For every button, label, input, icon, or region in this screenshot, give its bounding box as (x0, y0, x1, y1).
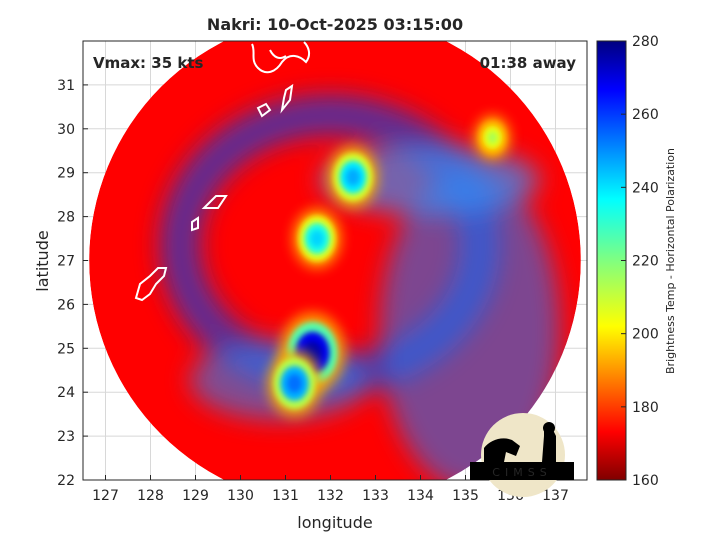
x-tick-label: 137 (542, 488, 569, 504)
colorbar-tick-label: 280 (632, 34, 659, 50)
y-tick-label: 31 (57, 78, 75, 94)
colorbar-tick-label: 160 (632, 473, 659, 489)
x-tick-label: 135 (452, 488, 479, 504)
time-away-annotation: 01:38 away (480, 54, 577, 72)
colorbar-ticks: 160 180 200 220 240 260 280 (621, 34, 659, 489)
logo-text: CIMSS (492, 466, 551, 479)
feature-rainband-cell (327, 145, 379, 209)
x-tick-label: 133 (362, 488, 389, 504)
convective-features (267, 114, 511, 418)
x-tick-label: 132 (317, 488, 344, 504)
coastlines (134, 41, 311, 302)
logo-tower-silhouette (542, 428, 556, 462)
y-axis-label: latitude (33, 230, 52, 291)
feature-contour (310, 230, 324, 247)
logo-dish-silhouette (484, 438, 520, 462)
y-tick-label: 27 (57, 254, 75, 270)
x-tick-label: 127 (92, 488, 119, 504)
island-tokuno (201, 195, 228, 209)
island-amami (280, 83, 294, 114)
microwave-swath (89, 41, 581, 480)
colorbar-tick-label: 180 (632, 400, 659, 416)
feature-contour (345, 168, 361, 186)
y-tick-label: 26 (57, 297, 75, 313)
y-tick-label: 23 (57, 429, 75, 445)
feature-contour (286, 373, 303, 393)
colorbar-tick-label: 200 (632, 327, 659, 343)
x-tick-label: 128 (137, 488, 164, 504)
island-yoron (191, 216, 199, 232)
coastline-north-inner (269, 49, 287, 59)
feature-center-cell (292, 208, 342, 269)
island-okinawa (134, 267, 168, 302)
x-tick-label: 131 (272, 488, 299, 504)
colorbar-tick-label: 240 (632, 180, 659, 196)
feature-contour (487, 131, 498, 144)
feature-southern-band (267, 349, 322, 418)
y-tick-label: 30 (57, 122, 75, 138)
chart-title: Nakri: 10-Oct-2025 03:15:00 (207, 15, 463, 34)
y-tick-label: 22 (57, 473, 75, 489)
logo-base (470, 462, 574, 480)
swath-edge-shade (380, 170, 560, 480)
colorbar-tick-label: 220 (632, 254, 659, 270)
y-axis: 22 23 24 25 26 27 28 29 30 31 (57, 78, 88, 489)
colorbar-label: Brightness Temp - Horizontal Polarizatio… (664, 148, 677, 374)
x-tick-label: 130 (227, 488, 254, 504)
x-axis-label: longitude (297, 513, 372, 532)
y-tick-label: 25 (57, 341, 75, 357)
y-tick-label: 24 (57, 385, 75, 401)
colorbar-tick-label: 260 (632, 107, 659, 123)
island-small (256, 102, 272, 118)
cimss-logo: CIMSS (470, 413, 574, 497)
feature-northeast-cell (474, 114, 511, 161)
coastline-north (251, 41, 311, 74)
vmax-annotation: Vmax: 35 kts (93, 54, 203, 72)
x-tick-label: 134 (407, 488, 434, 504)
x-tick-label: 129 (182, 488, 209, 504)
y-tick-label: 29 (57, 166, 75, 182)
y-tick-label: 28 (57, 210, 75, 226)
